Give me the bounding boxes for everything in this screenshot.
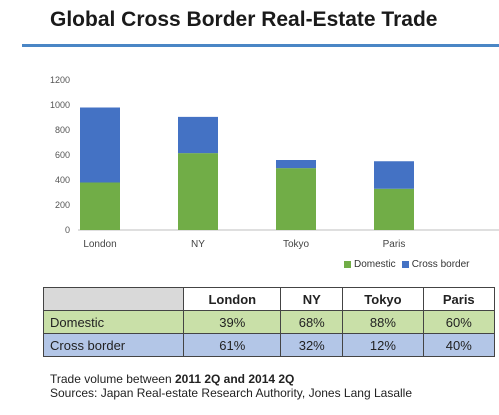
trade-period-line: Trade volume between 2011 2Q and 2014 2Q: [50, 372, 412, 386]
table-cell: 61%: [183, 333, 282, 357]
legend-item-domestic: Domestic: [344, 259, 396, 270]
table-cell: 60%: [422, 310, 496, 334]
table-header-paris: Paris: [422, 287, 496, 311]
table-cell: 39%: [183, 310, 282, 334]
chart-canvas: 0 200 400 600 800 1000 1200 London NY Tokyo Paris: [50, 75, 499, 250]
y-tick-label: 1000: [50, 100, 70, 110]
y-tick-label: 800: [55, 125, 70, 135]
sources-line: Sources: Japan Real-estate Research Auth…: [50, 386, 412, 400]
trade-period-range: 2011 2Q and 2014 2Q: [174, 372, 295, 386]
table-cell: 40%: [422, 333, 496, 357]
page-title: Global Cross Border Real-Estate Trade: [50, 8, 438, 31]
bar-ny-cross-border: [178, 116, 218, 154]
table-row-label: Cross border: [42, 333, 185, 357]
legend-swatch-domestic: [344, 261, 351, 268]
table-header-ny: NY: [280, 287, 344, 311]
bar-paris-domestic: [374, 188, 414, 230]
chart-legend: Domestic Cross border: [344, 259, 476, 270]
x-tick-label: Tokyo: [283, 239, 310, 250]
bar-london-domestic: [80, 182, 120, 230]
x-tick-label: London: [83, 239, 116, 250]
legend-item-cross-border: Cross border: [401, 259, 470, 270]
title-underline: [22, 44, 499, 47]
y-tick-label: 0: [65, 225, 70, 235]
table-header-london: London: [183, 287, 282, 311]
table-corner-cell: [42, 287, 185, 311]
table-cell: 32%: [280, 333, 344, 357]
y-tick-label: 200: [55, 200, 70, 210]
table-cell: 68%: [280, 310, 344, 334]
table-cell: 88%: [342, 310, 424, 334]
table-header-row: London NY Tokyo Paris: [42, 287, 496, 311]
bar-tokyo-cross-border: [276, 160, 316, 169]
x-tick-label: Paris: [383, 239, 406, 250]
bar-london-cross-border: [80, 107, 120, 183]
legend-label-cross-border: Cross border: [411, 259, 470, 270]
y-tick-label: 400: [55, 175, 70, 185]
y-tick-label: 600: [55, 150, 70, 160]
bar-paris-cross-border: [374, 161, 414, 189]
stacked-bar-chart: 0 200 400 600 800 1000 1200 London NY Tokyo Paris: [30, 58, 499, 278]
table-row-cross-border: Cross border 61% 32% 12% 40%: [42, 333, 496, 357]
bar-ny-domestic: [178, 153, 218, 230]
table-row-domestic: Domestic 39% 68% 88% 60%: [42, 310, 496, 334]
table-header-tokyo: Tokyo: [342, 287, 424, 311]
table-row-label: Domestic: [42, 310, 185, 334]
trade-period-prefix: Trade volume between: [50, 372, 172, 386]
source-note: Trade volume between 2011 2Q and 2014 2Q…: [50, 372, 412, 400]
y-tick-label: 1200: [50, 75, 70, 85]
bar-tokyo-domestic: [276, 168, 316, 230]
legend-swatch-cross-border: [401, 261, 409, 268]
x-tick-label: NY: [191, 239, 205, 250]
legend-label-domestic: Domestic: [354, 259, 396, 270]
share-table: London NY Tokyo Paris Domestic 39% 68% 8…: [42, 287, 496, 357]
table-cell: 12%: [342, 333, 424, 357]
